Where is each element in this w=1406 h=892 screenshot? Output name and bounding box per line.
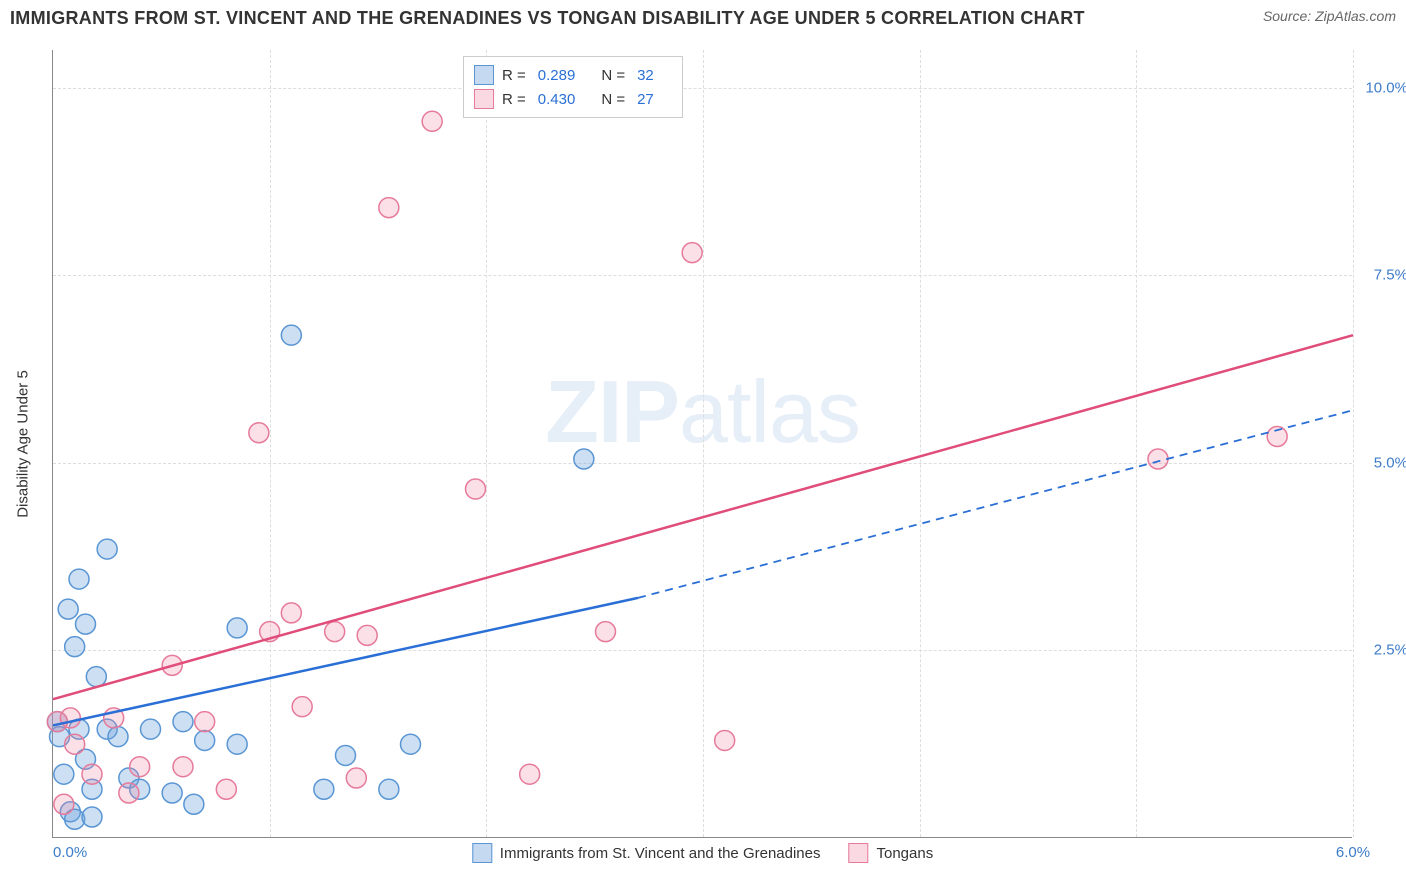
data-point [141,719,161,739]
data-point [82,764,102,784]
ytick-label: 7.5% [1374,267,1406,284]
swatch-pink-icon [849,843,869,863]
data-point [76,614,96,634]
title-bar: IMMIGRANTS FROM ST. VINCENT AND THE GREN… [10,8,1396,29]
data-point [596,622,616,642]
data-point [108,727,128,747]
data-point [184,794,204,814]
data-point [119,783,139,803]
data-point [195,712,215,732]
data-point [401,734,421,754]
data-point [682,243,702,263]
data-point [574,449,594,469]
data-point [216,779,236,799]
data-point [54,794,74,814]
trendline-blue-dashed [638,410,1353,598]
scatter-plot-svg [53,50,1352,837]
grid-vertical [1353,50,1354,837]
n-label: N = [601,91,625,108]
ytick-label: 5.0% [1374,454,1406,471]
correlation-legend: R = 0.289 N = 32 R = 0.430 N = 27 [463,56,683,118]
data-point [195,730,215,750]
legend-item-pink: Tongans [849,843,934,863]
data-point [65,734,85,754]
data-point [130,757,150,777]
data-point [173,712,193,732]
data-point [227,734,247,754]
data-point [65,637,85,657]
data-point [281,325,301,345]
chart-title: IMMIGRANTS FROM ST. VINCENT AND THE GREN… [10,8,1085,29]
series-legend: Immigrants from St. Vincent and the Gren… [472,843,933,863]
legend-row-blue: R = 0.289 N = 32 [474,63,672,87]
n-value-pink: 27 [637,91,654,108]
data-point [60,708,80,728]
data-point [715,730,735,750]
data-point [466,479,486,499]
data-point [1148,449,1168,469]
xtick-label: 6.0% [1336,844,1370,861]
r-label: R = [502,67,526,84]
data-point [58,599,78,619]
data-point [54,764,74,784]
swatch-blue-icon [474,65,494,85]
r-value-pink: 0.430 [538,91,576,108]
data-point [357,625,377,645]
y-axis-label: Disability Age Under 5 [15,370,32,518]
data-point [69,569,89,589]
source-label: Source: ZipAtlas.com [1263,8,1396,24]
data-point [97,539,117,559]
n-value-blue: 32 [637,67,654,84]
legend-label-blue: Immigrants from St. Vincent and the Gren… [500,845,821,862]
data-point [249,423,269,443]
legend-row-pink: R = 0.430 N = 27 [474,87,672,111]
data-point [379,198,399,218]
plot-area: Disability Age Under 5 ZIPatlas 2.5%5.0%… [52,50,1352,838]
data-point [325,622,345,642]
data-point [292,697,312,717]
data-point [336,745,356,765]
n-label: N = [601,67,625,84]
legend-item-blue: Immigrants from St. Vincent and the Gren… [472,843,821,863]
data-point [227,618,247,638]
data-point [314,779,334,799]
data-point [86,667,106,687]
xtick-label: 0.0% [53,844,87,861]
data-point [520,764,540,784]
trendline-pink [53,335,1353,699]
data-point [281,603,301,623]
data-point [422,111,442,131]
r-value-blue: 0.289 [538,67,576,84]
swatch-blue-icon [472,843,492,863]
swatch-pink-icon [474,89,494,109]
ytick-label: 10.0% [1365,79,1406,96]
data-point [379,779,399,799]
ytick-label: 2.5% [1374,642,1406,659]
data-point [173,757,193,777]
r-label: R = [502,91,526,108]
data-point [346,768,366,788]
legend-label-pink: Tongans [877,845,934,862]
data-point [162,783,182,803]
data-point [82,807,102,827]
